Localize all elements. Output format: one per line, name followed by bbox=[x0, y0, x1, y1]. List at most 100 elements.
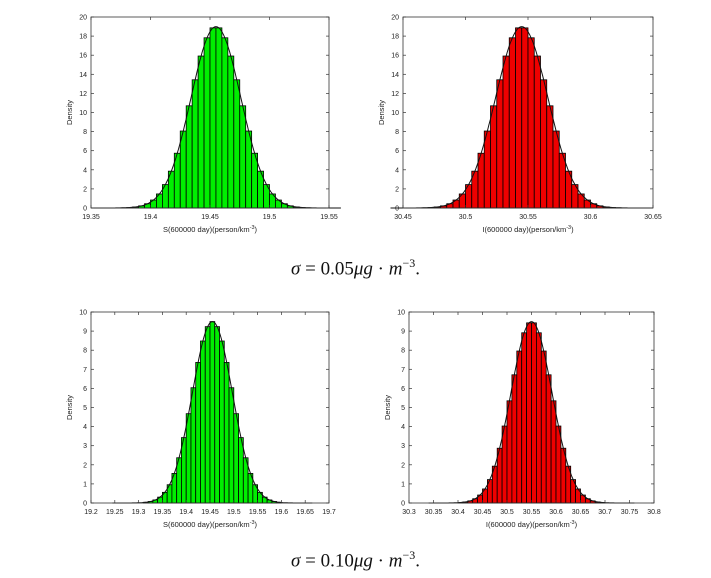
x-axis-label: S(600000 day)(person/km-3) bbox=[163, 520, 258, 529]
x-tick-label: 19.3 bbox=[132, 509, 146, 516]
histogram-bar bbox=[531, 322, 537, 504]
y-tick-label: 2 bbox=[401, 462, 405, 469]
y-tick-label: 10 bbox=[79, 310, 87, 317]
x-tick-label: 19.55 bbox=[320, 214, 338, 221]
caption-unit: μg bbox=[353, 258, 373, 280]
caption-sigma-005: σ = 0.05μg · m−3. bbox=[0, 256, 711, 280]
density-curve bbox=[428, 321, 635, 504]
density-curve bbox=[112, 321, 313, 504]
histogram-bar bbox=[508, 37, 516, 209]
x-tick-label: 30.55 bbox=[519, 214, 537, 221]
histogram-bar bbox=[209, 27, 217, 209]
histogram-bar bbox=[506, 400, 513, 504]
y-tick-label: 8 bbox=[401, 348, 405, 355]
y-axis-label: Density bbox=[65, 395, 74, 420]
caption-sigma: σ bbox=[291, 258, 301, 280]
histogram-bar bbox=[203, 37, 211, 209]
y-tick-label: 16 bbox=[391, 53, 399, 60]
x-tick-label: 19.55 bbox=[249, 509, 267, 516]
histogram-s-sigma-005: 0 2 4 6 8 10 12 14 16 18 20 19.35 19.4 19.45 19.5 19.55… bbox=[60, 0, 350, 240]
caption-unit-m: m bbox=[388, 258, 403, 280]
x-tick-label: 19.4 bbox=[179, 509, 193, 516]
histogram-bar bbox=[490, 105, 498, 209]
y-tick-label: 20 bbox=[391, 15, 399, 22]
histogram-bar bbox=[221, 37, 229, 209]
histogram-bar bbox=[550, 400, 557, 504]
y-tick-label: 10 bbox=[79, 110, 87, 117]
x-tick-label: 19.65 bbox=[296, 509, 314, 516]
y-tick-label: 6 bbox=[401, 386, 405, 393]
histogram-bar bbox=[526, 322, 532, 504]
x-tick-label: 19.35 bbox=[82, 214, 100, 221]
y-tick-label: 10 bbox=[391, 110, 399, 117]
y-tick-label: 2 bbox=[83, 186, 87, 193]
histogram-bar bbox=[483, 130, 491, 209]
x-tick-label: 30.45 bbox=[394, 214, 412, 221]
y-tick-label: 2 bbox=[83, 462, 87, 469]
y-tick-label: 1 bbox=[83, 481, 87, 488]
y-axis-label: Density bbox=[377, 100, 386, 125]
histogram-bar bbox=[190, 387, 197, 504]
x-tick-label: 30.45 bbox=[474, 509, 492, 516]
histogram-s-sigma-010: 0 1 2 3 4 5 6 7 8 9 10 19.2 19.25 19.3 19.35 19.4 19.45 1… bbox=[60, 295, 350, 535]
histogram-bar bbox=[238, 437, 244, 504]
y-tick-label: 4 bbox=[83, 424, 87, 431]
y-tick-label: 14 bbox=[391, 72, 399, 79]
histogram-bar bbox=[233, 413, 239, 504]
y-tick-label: 5 bbox=[83, 405, 87, 412]
histogram-bar bbox=[511, 374, 518, 504]
x-axis-label: I(600000 day)(person/km-3) bbox=[482, 225, 574, 234]
y-tick-label: 0 bbox=[83, 501, 87, 508]
y-tick-label: 12 bbox=[79, 91, 87, 98]
x-tick-label: 30.8 bbox=[647, 509, 661, 516]
y-tick-label: 5 bbox=[401, 405, 405, 412]
caption-end: . bbox=[415, 258, 420, 280]
histogram-bar bbox=[197, 55, 205, 209]
y-tick-label: 1 bbox=[401, 481, 405, 488]
histogram-bar bbox=[228, 387, 235, 504]
y-tick-label: 4 bbox=[395, 167, 399, 174]
y-tick-label: 3 bbox=[401, 443, 405, 450]
x-tick-label: 30.6 bbox=[584, 214, 598, 221]
y-tick-label: 10 bbox=[397, 310, 405, 317]
x-tick-label: 30.65 bbox=[644, 214, 662, 221]
y-tick-label: 8 bbox=[395, 129, 399, 136]
y-axis-label: Density bbox=[65, 100, 74, 125]
x-tick-label: 30.75 bbox=[621, 509, 639, 516]
histogram-bar bbox=[204, 326, 211, 504]
caption-value: = 0.05 bbox=[300, 258, 354, 280]
histogram-bar bbox=[501, 425, 508, 504]
histogram-bar bbox=[185, 105, 193, 209]
x-tick-label: 30.6 bbox=[549, 509, 563, 516]
x-tick-label: 30.35 bbox=[425, 509, 443, 516]
density-curve bbox=[390, 26, 653, 209]
histogram-bar bbox=[245, 130, 253, 209]
x-tick-label: 19.2 bbox=[84, 509, 98, 516]
histogram-bar bbox=[219, 340, 225, 504]
histogram-bar bbox=[233, 79, 241, 209]
x-tick-label: 19.45 bbox=[201, 214, 219, 221]
histogram-bar bbox=[535, 332, 542, 504]
x-axis-label: I(600000 day)(person/km-3) bbox=[486, 520, 578, 529]
y-tick-label: 6 bbox=[395, 148, 399, 155]
histogram-bar bbox=[227, 55, 235, 209]
caption-unit-m: m bbox=[388, 550, 403, 572]
caption-dot: · bbox=[372, 258, 389, 280]
histogram-i-sigma-005: 0 2 4 6 8 10 12 14 16 18 20 30.45 30.5 30.55 30.6 30.65… bbox=[370, 0, 662, 240]
caption-sigma-010: σ = 0.10μg · m−3. bbox=[0, 548, 711, 572]
x-tick-label: 19.6 bbox=[275, 509, 289, 516]
x-tick-label: 30.5 bbox=[459, 214, 473, 221]
histogram-bar bbox=[552, 130, 560, 209]
x-tick-label: 30.3 bbox=[402, 509, 416, 516]
histogram-bar bbox=[191, 79, 199, 209]
histogram-bar bbox=[533, 55, 541, 209]
x-tick-label: 30.5 bbox=[500, 509, 514, 516]
x-tick-label: 30.7 bbox=[598, 509, 612, 516]
histogram-bar bbox=[185, 413, 192, 504]
x-tick-label: 19.35 bbox=[154, 509, 172, 516]
y-tick-label: 8 bbox=[83, 129, 87, 136]
histogram-bar bbox=[200, 340, 206, 504]
histogram-bar bbox=[502, 55, 510, 209]
y-tick-label: 0 bbox=[401, 501, 405, 508]
histogram-bar bbox=[555, 425, 562, 504]
